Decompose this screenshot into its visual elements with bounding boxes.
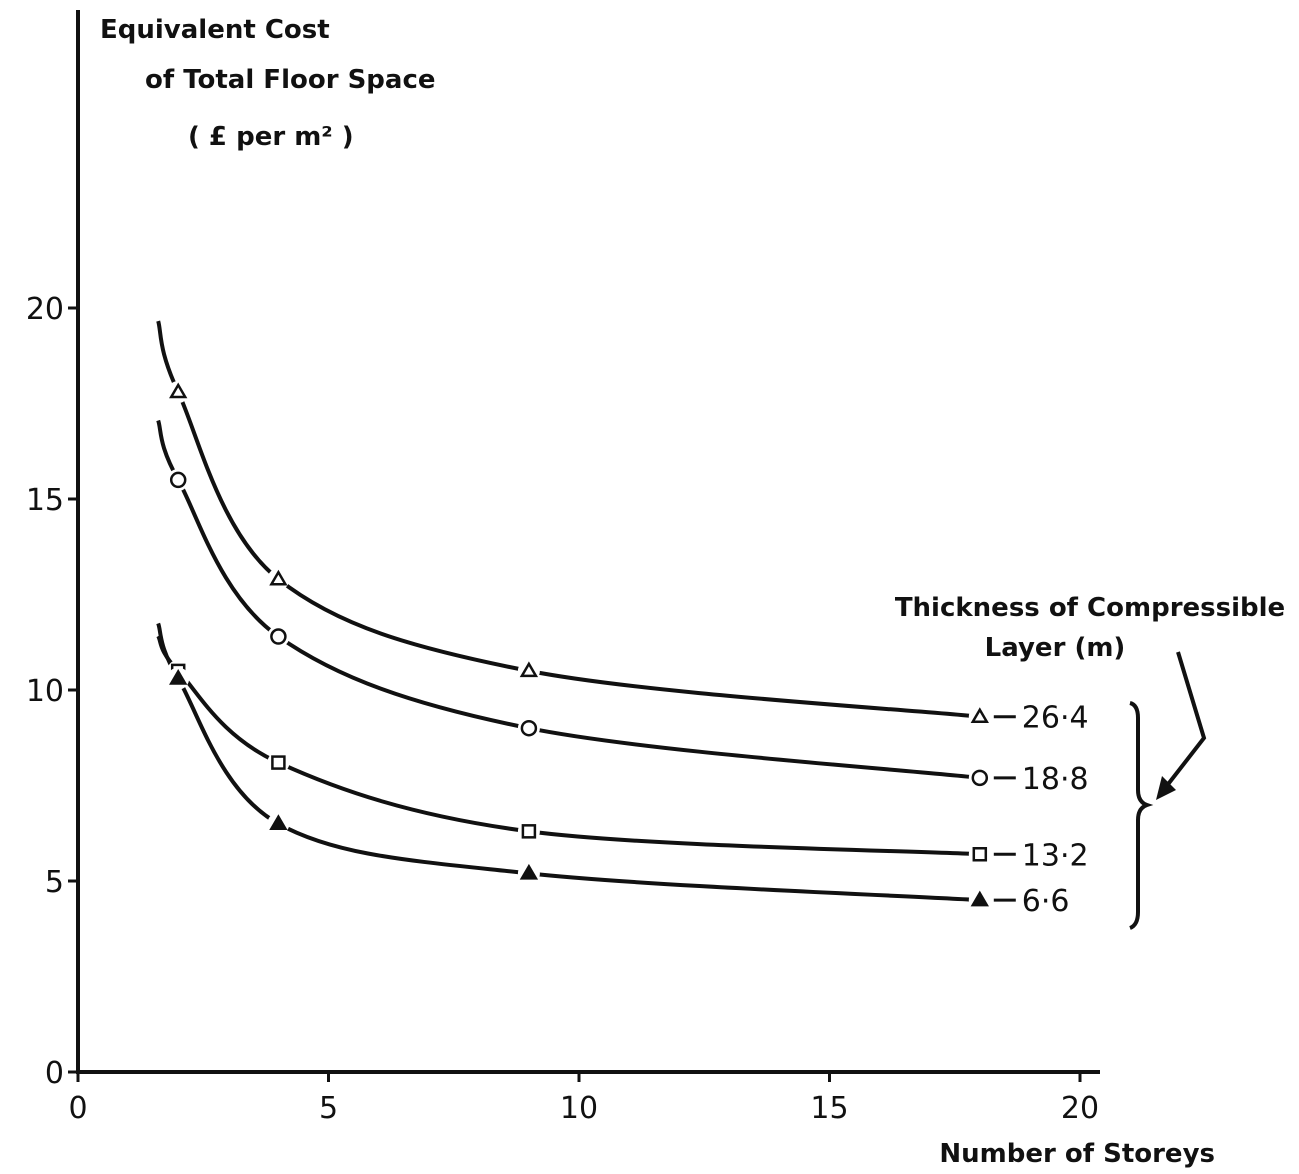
data-point xyxy=(520,719,538,737)
marker-group xyxy=(167,381,991,912)
y-axis-label-line-2: of Total Floor Space xyxy=(145,65,436,95)
x-tick-label: 0 xyxy=(68,1091,87,1126)
data-point xyxy=(271,755,286,770)
data-point xyxy=(269,569,288,586)
y-tick-label: 0 xyxy=(45,1056,64,1091)
series-label: 26·4 xyxy=(1022,701,1089,736)
data-point xyxy=(971,769,989,787)
data-point xyxy=(519,661,539,678)
y-tick-label: 15 xyxy=(26,483,64,518)
data-point xyxy=(519,863,539,880)
y-axis-label-line-1: Equivalent Cost xyxy=(100,15,330,45)
x-tick-label: 5 xyxy=(319,1091,338,1126)
data-point xyxy=(169,471,187,489)
x-axis-label: Number of Storeys xyxy=(939,1139,1215,1169)
data-point xyxy=(970,707,989,723)
x-tick-label: 20 xyxy=(1061,1091,1099,1126)
y-tick-label: 5 xyxy=(45,865,64,900)
tick-group: 0 5 10 15 20 0 5 10 15 20 xyxy=(26,292,1099,1126)
data-point xyxy=(169,382,188,399)
x-tick-label: 10 xyxy=(560,1091,598,1126)
legend-pointer-arrow xyxy=(1160,651,1207,794)
series-label: 18·8 xyxy=(1022,762,1089,797)
x-tick-label: 15 xyxy=(810,1091,848,1126)
legend-brace xyxy=(1129,701,1154,930)
data-point xyxy=(270,628,287,645)
data-point xyxy=(169,669,188,685)
data-point xyxy=(972,847,988,862)
legend-title-line-1: Thickness of Compressible xyxy=(895,593,1285,623)
legend-title-line-2: Layer (m) xyxy=(985,633,1126,663)
data-point xyxy=(970,890,989,907)
series-label: 13·2 xyxy=(1022,838,1089,873)
y-tick-label: 20 xyxy=(26,292,64,327)
series-label-group: 26·4 18·8 13·2 6·6 xyxy=(993,701,1089,919)
series-label: 6·6 xyxy=(1022,884,1070,919)
series-line xyxy=(156,320,981,719)
data-point xyxy=(269,814,288,830)
y-axis-label-line-3: ( £ per m² ) xyxy=(188,122,354,152)
legend-pointer-arrowhead xyxy=(1156,776,1176,800)
y-tick-label: 10 xyxy=(26,674,64,709)
data-point xyxy=(521,824,537,839)
series-line xyxy=(156,419,981,780)
